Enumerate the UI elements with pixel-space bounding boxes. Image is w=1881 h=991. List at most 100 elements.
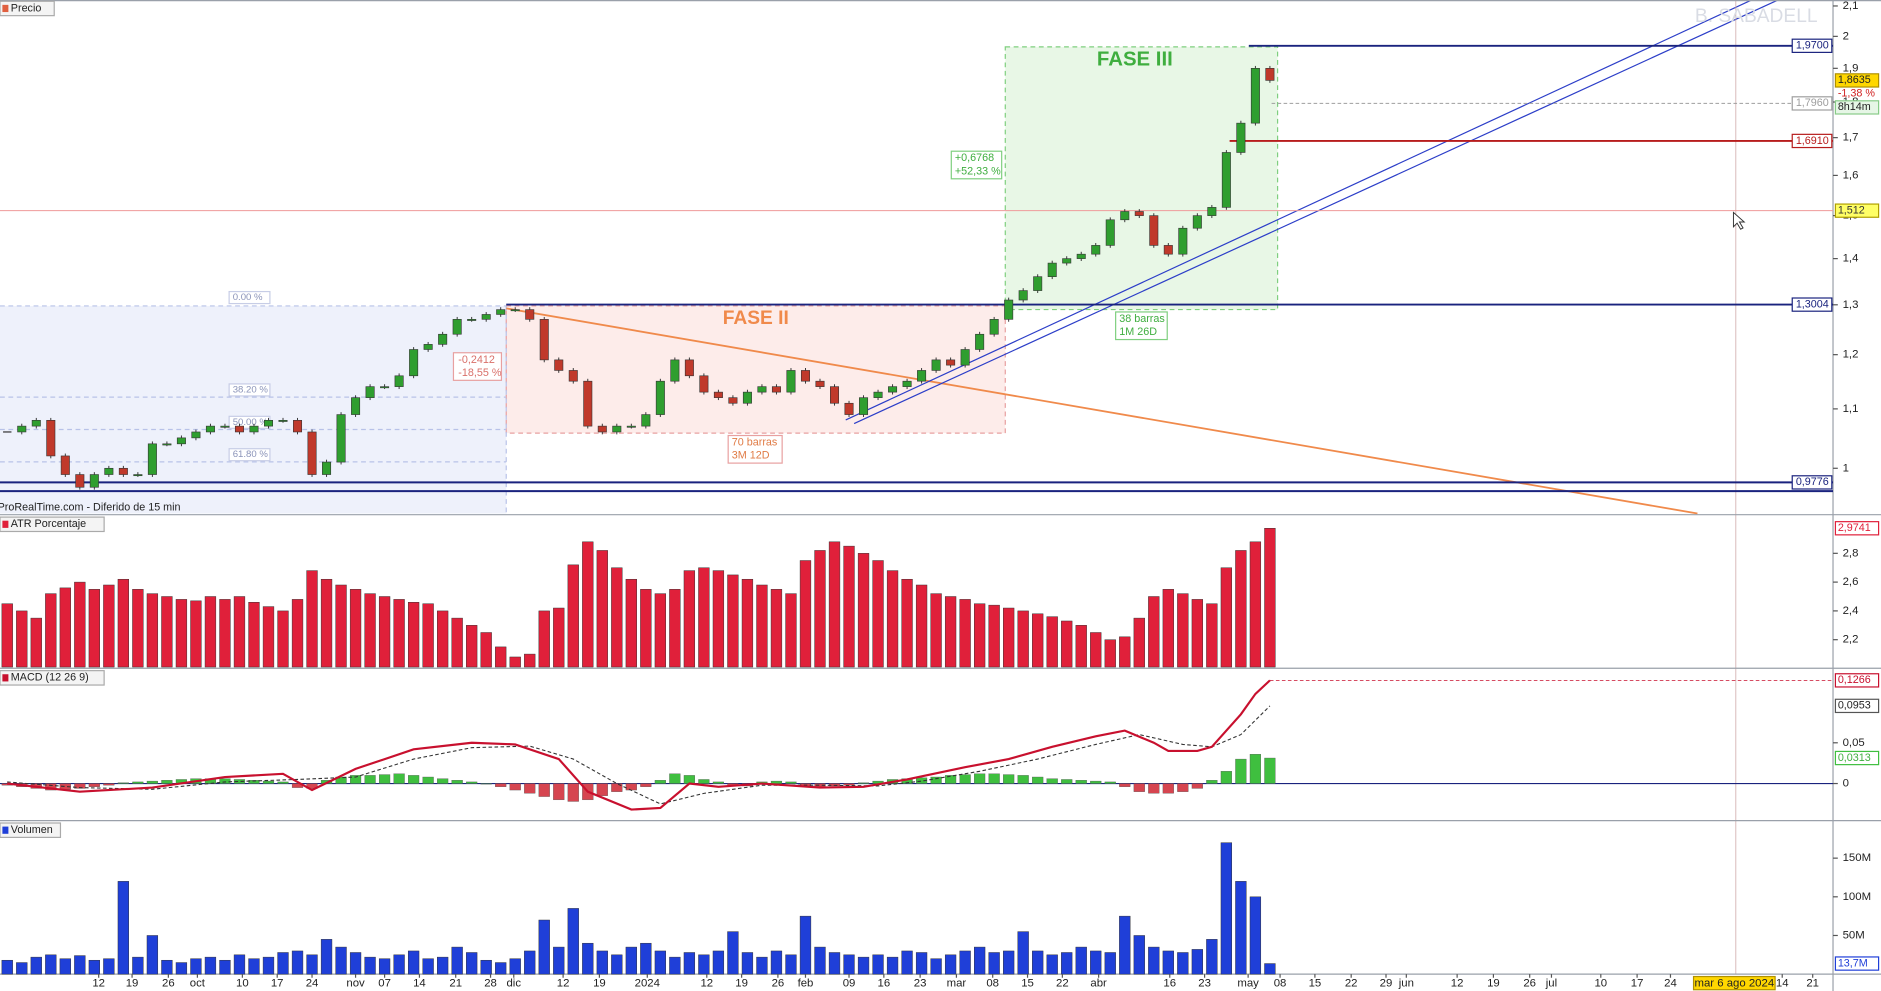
x-tick-label: 08 [1274,978,1287,990]
histogram-bar [1133,783,1145,792]
bar [320,939,333,975]
bar [640,589,652,668]
y-tick-label: 1,1 [1843,403,1859,415]
x-tick-label: 21 [449,978,462,990]
fib-label: 0.00 % [233,292,263,303]
candle [1236,122,1246,153]
value-tag-label: 13,7M [1838,957,1868,969]
bar [219,959,231,975]
candle [684,359,694,377]
bar [683,952,696,975]
x-tick-label: nov [346,978,365,990]
candle [960,349,970,366]
histogram-bar [495,783,507,787]
annotation: +0,6768 [955,152,994,164]
bar [117,881,130,975]
candle [830,386,840,404]
bar [1235,881,1247,975]
bar [233,596,246,668]
candle [1163,245,1173,255]
x-tick-label: 26 [772,978,785,990]
x-tick-label: 17 [271,978,284,990]
histogram-bar [466,781,478,784]
histogram-bar [379,774,391,784]
channel-line [853,0,1779,425]
histogram-bar [712,781,724,784]
panel-title: Precio [11,2,42,14]
candle [307,431,317,475]
histogram-bar [698,779,710,784]
bar [451,946,463,975]
bar [1206,603,1218,668]
candle [133,474,143,477]
bar [175,962,188,975]
y-tick-label: 2,4 [1843,605,1859,617]
fib-label: 50.00 % [233,417,269,428]
y-tick-label: 0,05 [1843,737,1865,749]
bar [712,570,725,668]
bar [451,617,463,668]
candle [176,437,186,445]
bar [146,593,159,668]
level-tag [1791,475,1833,490]
candle [902,380,912,387]
countdown: 8h14m [1838,101,1871,113]
histogram-bar [567,783,579,802]
bar [1162,950,1174,975]
histogram-bar [349,775,362,784]
x-tick-label: abr [1090,978,1107,990]
bar [335,946,347,975]
bar [1104,639,1116,668]
candle [351,397,361,415]
bar [30,956,42,975]
candle [728,397,738,404]
bar [640,942,652,975]
value-tag-label: 1,8635 [1838,74,1871,86]
bar [828,952,841,975]
bar [683,570,696,668]
value-tag-label: 1,512 [1838,205,1865,217]
fib-label-box [228,383,271,397]
bar [1191,949,1203,975]
bar [901,950,913,975]
bar [785,954,797,975]
candle [1062,258,1072,264]
annotation-box [1115,311,1168,341]
candle [626,425,636,428]
x-tick-label: 24 [306,978,319,990]
annotation: 1M 26D [1119,326,1157,338]
candle [989,319,999,335]
bar [437,610,449,668]
x-tick-label: 19 [1487,978,1500,990]
bar [582,942,594,975]
bar [509,958,521,975]
candle [1091,245,1101,255]
fib-labels: 0.00 % 38.20 % 50.00 % 61.80 % [228,290,271,462]
histogram-bar [683,775,695,784]
countdown-box [1834,100,1880,115]
bar [915,584,928,668]
phase-label: FASE II [723,308,789,329]
annotation: +52,33 % [955,165,1001,177]
bar [161,959,173,975]
candle [380,386,390,389]
bar [524,950,536,975]
histogram-bar [161,780,173,784]
histogram-bar [1075,780,1087,784]
bar [785,593,797,668]
y-tick-label: 2 [1843,30,1849,42]
bar [1206,939,1218,975]
x-tick-label: 28 [484,978,497,990]
bar [378,958,391,975]
bar [944,954,957,975]
bar [828,541,841,668]
value-tag [1834,203,1880,218]
candle [162,443,172,446]
histogram-bar [828,783,841,787]
bar [1032,613,1044,668]
y-tick-label: 2,2 [1843,634,1859,646]
bar [16,962,28,975]
candle [554,359,564,371]
fib-zone [0,305,507,514]
histogram-bar [262,780,275,784]
